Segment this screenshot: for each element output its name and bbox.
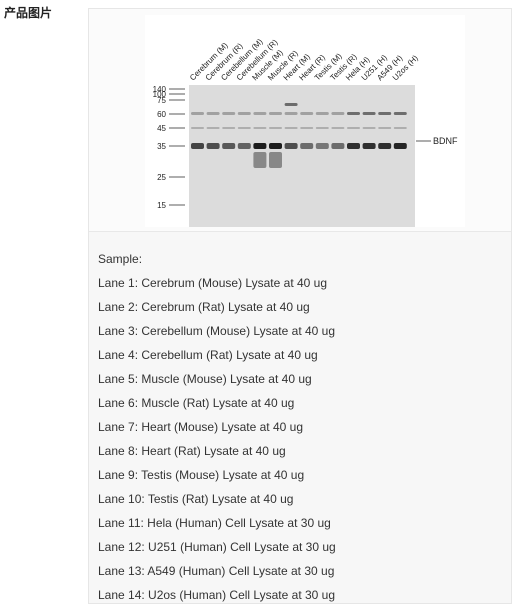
product-image-panel: Cerebrum (M) Cerebrum (R) Cerebellum (M) Ce…: [88, 8, 512, 604]
caption-lane: Lane 8: Heart (Rat) Lysate at 40 ug: [98, 444, 286, 458]
upper-band: [378, 112, 392, 115]
caption-lane: Lane 2: Cerebrum (Rat) Lysate at 40 ug: [98, 300, 310, 314]
product-image-area: Cerebrum (M) Cerebrum (R) Cerebellum (M) Ce…: [89, 9, 511, 232]
upper-band: [269, 112, 282, 115]
upper-band: [362, 112, 376, 115]
upper-band: [331, 112, 345, 115]
mid-band: [315, 127, 329, 129]
caption-lane: Lane 9: Testis (Mouse) Lysate at 40 ug: [98, 468, 305, 482]
mid-band: [222, 127, 236, 129]
main-band: [253, 143, 267, 149]
main-band: [362, 143, 376, 149]
caption-lane: Lane 5: Muscle (Mouse) Lysate at 40 ug: [98, 372, 312, 386]
upper-band: [222, 112, 236, 115]
sample-caption: Sample: Lane 1: Cerebrum (Mouse) Lysate …: [98, 247, 508, 607]
main-band: [237, 143, 251, 149]
mw-marker-label: 15: [157, 201, 166, 210]
mid-band: [253, 127, 267, 129]
section-label: 产品图片: [4, 6, 53, 20]
mid-band: [237, 127, 251, 129]
western-blot-figure: Cerebrum (M)Cerebrum (R)Cerebellum (M)Ce…: [153, 37, 458, 227]
caption-heading: Sample:: [98, 252, 143, 266]
main-band: [378, 143, 392, 149]
extra-band: [284, 103, 298, 106]
main-band: [269, 143, 282, 149]
mw-marker-label: 140: [153, 85, 167, 94]
caption-lane: Lane 14: U2os (Human) Cell Lysate at 30 …: [98, 588, 336, 602]
main-band: [393, 143, 407, 149]
western-blot-image: Cerebrum (M) Cerebrum (R) Cerebellum (M) Ce…: [145, 15, 465, 227]
caption-lane: Lane 13: A549 (Human) Cell Lysate at 30 …: [98, 564, 335, 578]
main-band: [347, 143, 360, 149]
mw-marker-label: 45: [157, 124, 166, 133]
caption-lane: Lane 12: U251 (Human) Cell Lysate at 30 …: [98, 540, 336, 554]
caption-lane: Lane 7: Heart (Mouse) Lysate at 40 ug: [98, 420, 304, 434]
mid-band: [347, 127, 360, 129]
upper-band: [284, 112, 298, 115]
main-band: [300, 143, 314, 149]
upper-band: [253, 112, 267, 115]
mid-band: [206, 127, 220, 129]
main-band: [284, 143, 298, 149]
mw-marker-label: 35: [157, 142, 166, 151]
upper-band: [237, 112, 251, 115]
mid-band: [300, 127, 314, 129]
caption-lane: Lane 10: Testis (Rat) Lysate at 40 ug: [98, 492, 294, 506]
upper-band: [191, 112, 204, 115]
mid-band: [269, 127, 282, 129]
mid-band: [393, 127, 407, 129]
caption-lane: Lane 3: Cerebellum (Mouse) Lysate at 40 …: [98, 324, 336, 338]
mw-marker-label: 25: [157, 173, 166, 182]
mid-band: [362, 127, 376, 129]
caption-lane: Lane 4: Cerebellum (Rat) Lysate at 40 ug: [98, 348, 318, 362]
mw-marker-label: 75: [157, 96, 166, 105]
smear-band: [269, 152, 282, 168]
smear-band: [253, 152, 267, 168]
main-band: [206, 143, 220, 149]
mid-band: [191, 127, 204, 129]
mw-marker-label: 60: [157, 110, 166, 119]
mid-band: [378, 127, 392, 129]
upper-band: [347, 112, 360, 115]
upper-band: [206, 112, 220, 115]
main-band: [315, 143, 329, 149]
caption-lane: Lane 1: Cerebrum (Mouse) Lysate at 40 ug: [98, 276, 328, 290]
upper-band: [315, 112, 329, 115]
upper-band: [300, 112, 314, 115]
mid-band: [284, 127, 298, 129]
main-band: [191, 143, 204, 149]
blot-membrane: [189, 85, 415, 227]
band-label: BDNF: [433, 136, 458, 146]
mw-marker-label: 100: [153, 90, 167, 99]
main-band: [222, 143, 236, 149]
caption-lane: Lane 6: Muscle (Rat) Lysate at 40 ug: [98, 396, 295, 410]
mid-band: [331, 127, 345, 129]
main-band: [331, 143, 345, 149]
upper-band: [393, 112, 407, 115]
caption-lane: Lane 11: Hela (Human) Cell Lysate at 30 …: [98, 516, 331, 530]
